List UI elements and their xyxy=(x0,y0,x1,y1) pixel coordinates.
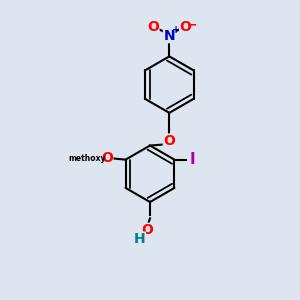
Text: O: O xyxy=(164,134,175,148)
Text: +: + xyxy=(172,25,180,35)
Text: O: O xyxy=(147,20,159,34)
Text: N: N xyxy=(164,28,175,43)
Text: I: I xyxy=(190,152,195,167)
Text: O: O xyxy=(180,20,192,34)
Text: H: H xyxy=(134,232,146,246)
Text: O: O xyxy=(141,223,153,237)
Text: O: O xyxy=(101,151,113,165)
Text: −: − xyxy=(187,19,197,32)
Text: methoxy: methoxy xyxy=(69,154,106,163)
